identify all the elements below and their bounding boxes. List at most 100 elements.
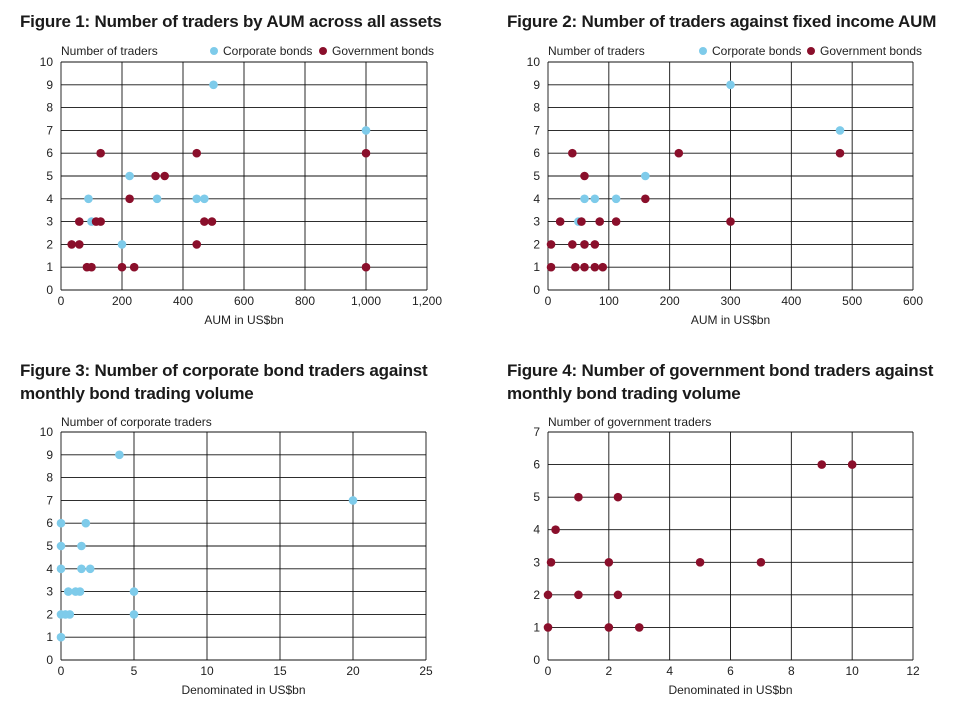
data-point	[96, 217, 105, 226]
y-tick-label: 7	[533, 123, 540, 137]
series-government	[67, 148, 371, 272]
x-tick-label: 25	[419, 664, 433, 678]
y-tick-label: 2	[533, 588, 540, 602]
x-axis-title: Denominated in US$bn	[668, 683, 792, 697]
data-point	[674, 148, 684, 158]
data-point	[580, 240, 589, 249]
y-tick-label: 2	[533, 237, 540, 251]
series-government	[546, 148, 845, 272]
y-tick-label: 9	[46, 78, 53, 92]
x-tick-label: 20	[346, 664, 360, 678]
legend-marker	[319, 47, 327, 55]
data-point	[87, 262, 96, 272]
data-point	[574, 590, 583, 600]
data-point	[613, 590, 623, 600]
data-point	[151, 171, 160, 181]
data-point	[598, 262, 608, 272]
y-tick-label: 5	[46, 539, 53, 553]
y-tick-label: 6	[533, 458, 540, 472]
data-point	[56, 564, 66, 574]
y-tick-label: 1	[533, 260, 540, 274]
data-point	[117, 240, 127, 249]
data-point	[129, 262, 139, 272]
y-tick-label: 2	[46, 607, 53, 621]
data-point	[590, 194, 600, 204]
y-tick-label: 2	[46, 237, 53, 251]
data-point	[595, 217, 605, 226]
y-tick-label: 6	[46, 146, 53, 160]
x-tick-label: 4	[666, 664, 673, 678]
data-point	[361, 262, 371, 272]
data-point	[115, 450, 124, 460]
data-point	[835, 126, 845, 135]
x-tick-label: 5	[131, 664, 138, 678]
data-point	[96, 148, 105, 158]
data-point	[209, 80, 218, 90]
series-corporate	[84, 80, 371, 249]
data-point	[75, 240, 84, 249]
y-tick-label: 10	[527, 55, 541, 69]
y-tick-label: 4	[46, 192, 53, 206]
series-government	[543, 460, 857, 632]
y-tick-label: 0	[46, 653, 53, 667]
y-tick-label: 9	[533, 78, 540, 92]
chart-1: 0 1 2 3 4 5 6 7 8 9 10 0 200 400 600 800 1,000 1,200 Numbe…	[40, 44, 443, 327]
x-tick-label: 0	[545, 294, 552, 308]
data-point	[361, 126, 371, 135]
data-point	[580, 262, 589, 272]
data-point	[81, 518, 91, 528]
data-point	[125, 171, 134, 181]
y-tick-label: 3	[46, 215, 53, 229]
data-point	[129, 610, 139, 619]
legend-marker	[807, 47, 815, 55]
y-tick-label: 3	[46, 585, 53, 599]
data-point	[77, 541, 86, 551]
data-point	[847, 460, 857, 469]
data-point	[590, 262, 600, 272]
figure-4-title: Figure 4: Number of government bond trad…	[507, 361, 934, 403]
data-point	[129, 587, 139, 596]
data-point	[543, 590, 553, 600]
y-axis-title: Number of traders	[61, 44, 158, 58]
data-point	[571, 262, 580, 272]
y-axis-title: Number of traders	[548, 44, 645, 58]
y-axis-title: Number of corporate traders	[61, 415, 212, 429]
data-point	[200, 194, 209, 204]
y-tick-label: 10	[40, 55, 54, 69]
data-point	[546, 262, 556, 272]
data-point	[192, 240, 202, 249]
x-tick-label: 400	[173, 294, 193, 308]
legend-label: Corporate bonds	[223, 44, 312, 58]
data-point	[641, 194, 650, 204]
y-tick-label: 0	[533, 653, 540, 667]
data-point	[56, 541, 66, 551]
y-tick-label: 5	[46, 169, 53, 183]
x-tick-label: 10	[200, 664, 214, 678]
data-point	[160, 171, 169, 181]
data-point	[56, 518, 66, 528]
y-tick-label: 5	[533, 490, 540, 504]
data-point	[611, 217, 621, 226]
data-point	[117, 262, 127, 272]
y-tick-label: 10	[40, 425, 54, 439]
y-tick-label: 4	[533, 523, 540, 537]
data-point	[604, 557, 614, 567]
figure-3-title: Figure 3: Number of corporate bond trade…	[20, 361, 428, 403]
x-tick-label: 8	[788, 664, 795, 678]
figure-1-title: Figure 1: Number of traders by AUM acros…	[20, 12, 442, 31]
x-tick-label: 10	[845, 664, 859, 678]
data-point	[75, 217, 84, 226]
y-tick-label: 1	[533, 620, 540, 634]
x-tick-label: 2	[605, 664, 612, 678]
x-tick-label: 12	[906, 664, 920, 678]
x-tick-label: 0	[58, 294, 65, 308]
y-tick-label: 0	[533, 283, 540, 297]
x-tick-label: 600	[903, 294, 923, 308]
data-point	[641, 171, 650, 181]
legend: Corporate bonds Government bonds	[699, 44, 922, 58]
x-tick-label: 6	[727, 664, 734, 678]
legend-label: Corporate bonds	[712, 44, 801, 58]
data-point	[200, 217, 209, 226]
